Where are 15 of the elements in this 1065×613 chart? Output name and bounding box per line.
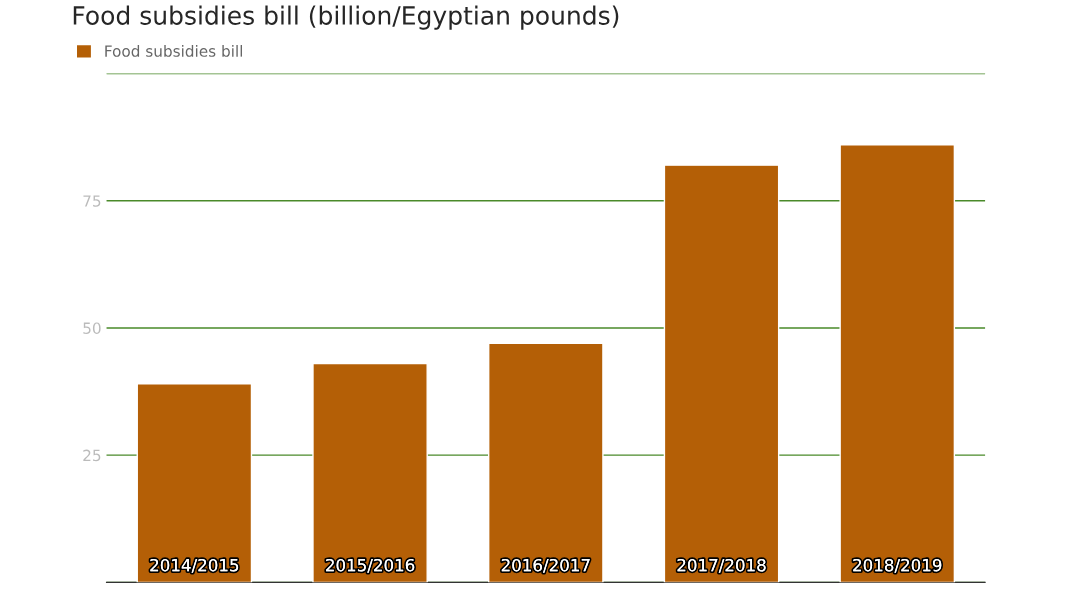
y-tick-label: 50 bbox=[83, 322, 101, 334]
bar bbox=[839, 144, 956, 583]
legend-label: Food subsidies bill bbox=[105, 45, 242, 57]
bar bbox=[312, 362, 428, 583]
y-tick-label: 25 bbox=[83, 449, 101, 462]
bar bbox=[663, 164, 780, 583]
x-tick-label: 2017/2018 bbox=[677, 558, 766, 573]
x-tick-label: 2016/2017 bbox=[501, 558, 590, 573]
chart-title: Food subsidies bill (billion/Egyptian pounds) bbox=[73, 5, 619, 30]
y-tick-label: 75 bbox=[83, 195, 101, 207]
x-tick-label: 2014/2015 bbox=[150, 558, 239, 573]
x-tick-label: 2018/2019 bbox=[853, 558, 942, 573]
x-tick-label: 2015/2016 bbox=[326, 558, 415, 573]
bar bbox=[488, 342, 604, 583]
bar bbox=[136, 383, 253, 583]
